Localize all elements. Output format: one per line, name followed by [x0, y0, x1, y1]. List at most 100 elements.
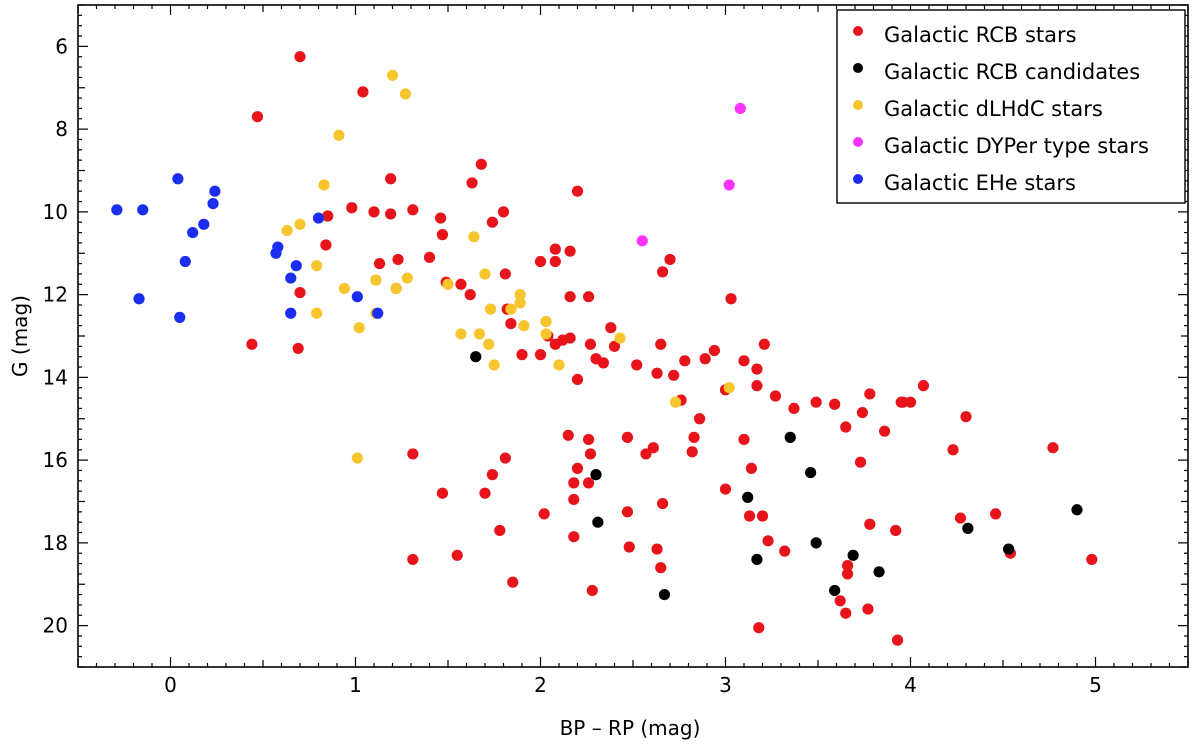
point-galactic-rcb-stars — [583, 433, 595, 446]
point-galactic-rcb-stars — [407, 448, 419, 460]
point-galactic-rcb-stars — [392, 253, 404, 266]
point-galactic-rcb-stars — [455, 278, 467, 290]
y-tick-label: 10 — [43, 200, 68, 224]
point-galactic-rcb-stars — [1047, 442, 1059, 454]
legend-box — [836, 9, 1186, 204]
point-galactic-rcb-stars — [466, 177, 478, 189]
y-tick-label: 8 — [55, 117, 68, 141]
point-galactic-dlhdc-stars — [468, 231, 480, 243]
legend-label-galactic-rcb-candidates: Galactic RCB candidates — [884, 60, 1140, 84]
point-galactic-rcb-stars — [368, 206, 380, 218]
point-galactic-rcb-stars — [475, 158, 487, 170]
point-galactic-ehe-stars — [137, 204, 149, 216]
point-galactic-rcb-stars — [788, 402, 800, 415]
point-galactic-rcb-stars — [322, 210, 334, 222]
point-galactic-dlhdc-stars — [294, 218, 306, 230]
point-galactic-rcb-stars — [655, 562, 667, 574]
point-galactic-rcb-stars — [436, 487, 449, 499]
point-galactic-dlhdc-stars — [553, 359, 565, 371]
point-galactic-rcb-stars — [647, 442, 659, 454]
point-galactic-dlhdc-stars — [311, 260, 323, 272]
point-galactic-rcb-stars — [505, 317, 517, 330]
point-galactic-rcb-stars — [810, 396, 822, 408]
point-galactic-rcb-stars — [586, 584, 598, 597]
point-galactic-rcb-candidates — [658, 588, 671, 601]
point-galactic-rcb-stars — [904, 396, 917, 408]
point-galactic-rcb-stars — [564, 245, 576, 257]
point-galactic-rcb-stars — [842, 568, 854, 580]
point-galactic-rcb-stars — [464, 289, 476, 301]
point-galactic-ehe-stars — [198, 218, 210, 230]
point-galactic-dlhdc-stars — [614, 332, 626, 344]
point-galactic-rcb-stars — [655, 338, 667, 350]
point-galactic-dlhdc-stars — [351, 452, 363, 464]
point-galactic-rcb-stars — [385, 208, 397, 220]
point-galactic-dlhdc-stars — [401, 272, 413, 284]
point-galactic-rcb-stars — [694, 413, 706, 425]
point-galactic-ehe-stars — [187, 226, 199, 239]
point-galactic-ehe-stars — [372, 307, 384, 319]
point-galactic-rcb-stars — [745, 462, 758, 474]
point-galactic-rcb-stars — [753, 622, 765, 634]
point-galactic-ehe-stars — [209, 185, 221, 197]
point-galactic-rcb-stars — [246, 338, 258, 350]
legend-marker-galactic-dyper-type-stars — [853, 137, 863, 147]
point-galactic-rcb-stars — [1086, 553, 1098, 566]
point-galactic-rcb-stars — [320, 239, 332, 251]
point-galactic-rcb-stars — [679, 355, 691, 367]
point-galactic-dlhdc-stars — [518, 320, 530, 332]
point-galactic-rcb-stars — [423, 251, 436, 263]
point-galactic-dlhdc-stars — [479, 268, 491, 280]
legend-marker-galactic-ehe-stars — [853, 174, 863, 184]
point-galactic-rcb-stars — [708, 344, 721, 357]
point-galactic-ehe-stars — [207, 198, 219, 210]
point-galactic-rcb-stars — [738, 355, 750, 367]
legend-label-galactic-rcb-stars: Galactic RCB stars — [884, 23, 1077, 47]
point-galactic-rcb-stars — [549, 243, 561, 255]
point-galactic-ehe-stars — [312, 212, 325, 224]
legend: Galactic RCB stars Galactic RCB candidate… — [836, 9, 1186, 204]
point-galactic-dlhdc-stars — [311, 307, 323, 319]
point-galactic-dlhdc-stars — [455, 328, 467, 340]
point-galactic-rcb-stars — [568, 531, 580, 543]
point-galactic-ehe-stars — [285, 307, 297, 319]
point-galactic-rcb-stars — [407, 553, 419, 566]
point-galactic-rcb-stars — [623, 541, 635, 553]
point-galactic-rcb-candidates — [784, 431, 796, 443]
point-galactic-rcb-stars — [699, 353, 711, 365]
point-galactic-rcb-stars — [769, 390, 782, 402]
point-galactic-rcb-candidates — [592, 516, 604, 528]
point-galactic-rcb-stars — [854, 456, 867, 468]
x-tick-label: 1 — [349, 673, 362, 697]
point-galactic-rcb-stars — [294, 286, 306, 299]
point-galactic-rcb-stars — [743, 510, 756, 522]
point-galactic-rcb-stars — [538, 508, 550, 520]
point-galactic-rcb-stars — [373, 257, 386, 270]
y-tick-label: 6 — [55, 34, 68, 58]
point-galactic-rcb-stars — [608, 340, 621, 352]
y-tick-label: 20 — [43, 614, 68, 638]
x-axis-label: BP – RP (mag) — [560, 716, 701, 740]
x-tick-label: 3 — [719, 673, 732, 697]
point-galactic-rcb-candidates — [829, 584, 841, 597]
point-galactic-rcb-candidates — [742, 491, 754, 503]
point-galactic-rcb-stars — [651, 367, 663, 379]
point-galactic-rcb-stars — [890, 524, 902, 537]
point-galactic-rcb-stars — [895, 396, 907, 408]
point-galactic-dlhdc-stars — [505, 303, 517, 315]
y-tick-label: 14 — [43, 365, 68, 389]
point-galactic-rcb-stars — [725, 293, 737, 305]
point-galactic-rcb-stars — [292, 342, 304, 355]
point-galactic-rcb-stars — [385, 173, 397, 185]
point-galactic-rcb-stars — [549, 338, 561, 350]
point-galactic-dlhdc-stars — [514, 289, 526, 301]
point-galactic-rcb-stars — [864, 518, 876, 530]
point-galactic-dlhdc-stars — [399, 88, 412, 100]
point-galactic-dlhdc-stars — [488, 359, 500, 371]
y-tick-label: 18 — [43, 531, 68, 555]
point-galactic-rcb-stars — [564, 291, 576, 303]
point-galactic-rcb-stars — [584, 448, 597, 460]
legend-label-galactic-ehe-stars: Galactic EHe stars — [884, 171, 1076, 195]
y-tick-label: 16 — [43, 448, 68, 472]
